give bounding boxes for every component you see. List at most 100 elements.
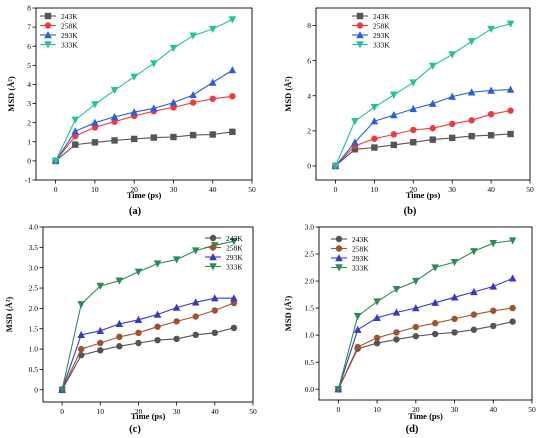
series-line bbox=[335, 110, 511, 167]
legend-label: 258K bbox=[373, 21, 390, 30]
legend-label: 243K bbox=[352, 235, 369, 244]
series-258K bbox=[52, 93, 236, 165]
series-line bbox=[55, 19, 233, 162]
y-tick-label: 1.0 bbox=[29, 345, 39, 354]
data-point bbox=[468, 117, 475, 124]
data-point bbox=[412, 277, 420, 286]
legend-marker bbox=[335, 235, 343, 243]
data-point bbox=[230, 238, 238, 246]
data-point bbox=[191, 247, 200, 255]
data-point bbox=[509, 318, 516, 325]
data-point bbox=[448, 120, 456, 128]
x-tick-label: 10 bbox=[371, 185, 379, 194]
chart-panel-1: 0 10 20 30 40 50 -1 0 1 2 3 4 5 6 7 8 Time (ps) MSD (Å²) 2… bbox=[6, 4, 256, 217]
data-point bbox=[451, 329, 458, 336]
chart-panel-3: 0 10 20 30 40 50 0 0.5 1.0 1.5 2.0 2.5 3.0 3.5 4.0 Time… bbox=[4, 223, 257, 435]
legend-marker bbox=[44, 31, 52, 39]
data-point bbox=[154, 336, 161, 344]
data-point bbox=[431, 320, 439, 327]
series-293K bbox=[331, 85, 515, 170]
x-tick-label: 30 bbox=[451, 405, 459, 414]
y-tick-label: 4.0 bbox=[29, 223, 39, 232]
data-point bbox=[490, 322, 497, 330]
series-333K bbox=[334, 237, 517, 394]
series-line bbox=[334, 23, 511, 167]
series-line bbox=[335, 133, 511, 167]
y-tick-label: 2.5 bbox=[305, 250, 315, 259]
y-tick-label: 0.5 bbox=[29, 365, 39, 374]
y-tick-label: 2.0 bbox=[29, 304, 39, 313]
series-line bbox=[61, 302, 235, 391]
data-point bbox=[150, 104, 158, 112]
x-axis-label: Time (ps) bbox=[408, 411, 443, 421]
plot-frame bbox=[315, 7, 531, 181]
y-tick-label: 3.5 bbox=[29, 243, 39, 252]
data-point bbox=[508, 237, 517, 245]
data-point bbox=[392, 285, 401, 294]
x-tick-label: 10 bbox=[91, 185, 99, 194]
panel-label: (b) bbox=[404, 206, 417, 217]
x-tick-label: 40 bbox=[487, 185, 495, 194]
data-point bbox=[489, 240, 498, 248]
series-line bbox=[55, 69, 233, 162]
y-tick-label: 0 bbox=[307, 162, 311, 171]
legend-label: 333K bbox=[226, 262, 243, 271]
y-tick-label: 0.5 bbox=[305, 358, 315, 367]
data-point bbox=[487, 86, 495, 94]
data-point bbox=[470, 326, 478, 333]
y-tick-label: 6 bbox=[27, 42, 31, 51]
series-333K bbox=[331, 20, 515, 170]
data-point bbox=[410, 139, 417, 146]
legend-marker bbox=[356, 12, 364, 20]
data-point bbox=[373, 313, 381, 322]
data-point bbox=[96, 326, 105, 334]
legend-label: 333K bbox=[61, 40, 78, 49]
x-tick-label: 20 bbox=[410, 185, 418, 194]
data-point bbox=[77, 345, 85, 353]
x-tick-label: 40 bbox=[209, 185, 217, 194]
legend-marker bbox=[356, 22, 364, 29]
data-point bbox=[448, 92, 456, 100]
data-point bbox=[116, 343, 123, 350]
y-tick-label: 2 bbox=[27, 118, 31, 127]
data-point bbox=[370, 103, 379, 112]
panel-label: (d) bbox=[406, 424, 419, 435]
data-point bbox=[390, 131, 398, 138]
data-point bbox=[209, 131, 216, 138]
series-line bbox=[55, 95, 233, 162]
data-point bbox=[370, 117, 379, 125]
data-point bbox=[115, 277, 124, 285]
data-point bbox=[470, 287, 478, 296]
data-point bbox=[412, 323, 420, 331]
x-tick-label: 30 bbox=[173, 407, 181, 416]
data-point bbox=[97, 339, 104, 347]
legend-marker bbox=[356, 31, 364, 39]
data-point bbox=[189, 90, 197, 99]
data-point bbox=[468, 132, 475, 140]
data-point bbox=[116, 333, 123, 341]
data-point bbox=[230, 324, 238, 332]
data-point bbox=[154, 323, 161, 330]
series-line bbox=[335, 89, 511, 167]
x-tick-label: 20 bbox=[135, 407, 143, 416]
series-333K bbox=[58, 238, 238, 394]
data-point bbox=[228, 66, 237, 74]
data-point bbox=[208, 78, 217, 86]
data-point bbox=[153, 260, 162, 268]
data-point bbox=[189, 131, 197, 139]
data-point bbox=[431, 330, 439, 338]
x-tick-label: 20 bbox=[130, 185, 138, 194]
data-point bbox=[211, 307, 219, 314]
data-point bbox=[354, 343, 361, 351]
data-point bbox=[130, 135, 138, 143]
data-point bbox=[97, 347, 104, 354]
series-line bbox=[337, 277, 513, 390]
data-point bbox=[130, 73, 138, 81]
data-point bbox=[134, 268, 143, 276]
x-tick-label: 50 bbox=[526, 185, 534, 194]
data-point bbox=[353, 325, 362, 333]
